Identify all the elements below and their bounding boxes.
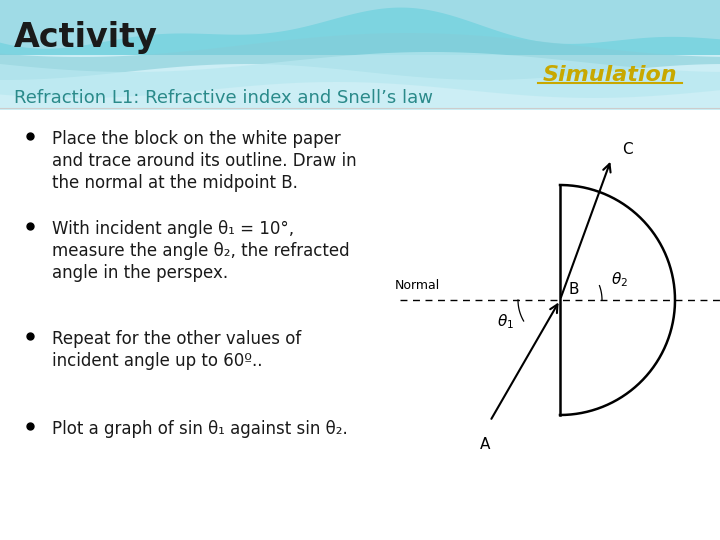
Text: Plot a graph of sin θ₁ against sin θ₂.: Plot a graph of sin θ₁ against sin θ₂.	[52, 420, 348, 438]
Text: With incident angle θ₁ = 10°,: With incident angle θ₁ = 10°,	[52, 220, 294, 238]
Text: angle in the perspex.: angle in the perspex.	[52, 264, 228, 282]
Bar	[0, 0, 720, 55]
Text: B: B	[569, 282, 580, 298]
Text: A: A	[480, 437, 490, 452]
Bar	[0, 0, 720, 110]
Text: and trace around its outline. Draw in: and trace around its outline. Draw in	[52, 152, 356, 170]
Text: Refraction L1: Refractive index and Snell’s law: Refraction L1: Refractive index and Snel…	[14, 89, 433, 107]
Text: Simulation: Simulation	[543, 65, 678, 85]
Text: the normal at the midpoint B.: the normal at the midpoint B.	[52, 174, 298, 192]
Bar	[0, 110, 720, 540]
Text: $\theta_2$: $\theta_2$	[611, 271, 629, 289]
Text: Activity: Activity	[14, 22, 158, 55]
Polygon shape	[0, 0, 720, 49]
Text: Normal: Normal	[395, 279, 440, 292]
Text: C: C	[622, 141, 633, 157]
Text: $\theta_1$: $\theta_1$	[498, 313, 515, 332]
Text: measure the angle θ₂, the refracted: measure the angle θ₂, the refracted	[52, 242, 350, 260]
Polygon shape	[0, 33, 720, 80]
Text: incident angle up to 60º..: incident angle up to 60º..	[52, 352, 263, 370]
Text: Repeat for the other values of: Repeat for the other values of	[52, 330, 301, 348]
Text: Place the block on the white paper: Place the block on the white paper	[52, 130, 341, 148]
Polygon shape	[0, 52, 720, 98]
